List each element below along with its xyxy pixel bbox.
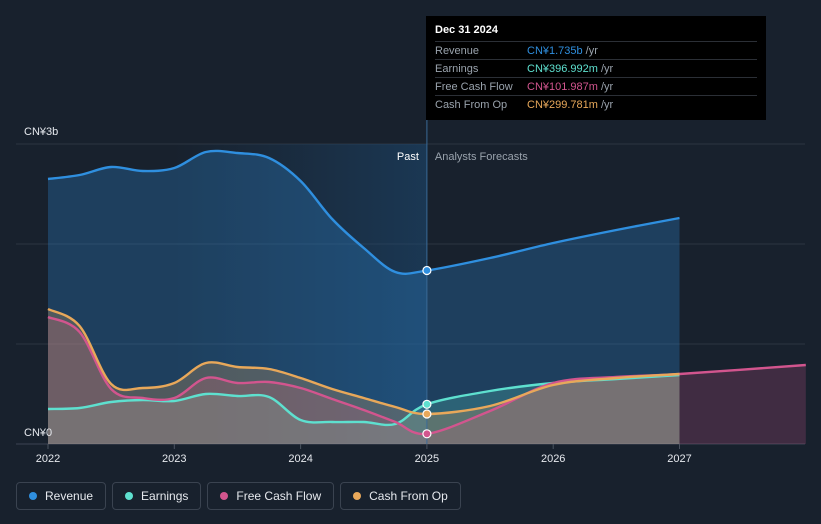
tooltip-panel: Dec 31 2024 Revenue CN¥1.735b/yr Earnings C… bbox=[426, 16, 766, 120]
earnings-marker bbox=[422, 399, 432, 409]
tooltip-row: Revenue CN¥1.735b/yr bbox=[435, 41, 757, 59]
x-tick-label: 2025 bbox=[415, 453, 439, 465]
x-tick-label: 2023 bbox=[162, 453, 186, 465]
series-areas bbox=[48, 150, 806, 444]
legend-item-free-cash-flow[interactable]: Free Cash Flow bbox=[207, 482, 335, 510]
x-tick-label: 2027 bbox=[667, 453, 691, 465]
tooltip-row-value: CN¥101.987m bbox=[527, 80, 598, 93]
tooltip-date: Dec 31 2024 bbox=[435, 24, 498, 36]
tooltip-row-name: Cash From Op bbox=[435, 98, 508, 111]
y-axis-top-label: CN¥3b bbox=[24, 126, 58, 138]
legend-dot-icon bbox=[125, 492, 134, 500]
forecast-region-label: Analysts Forecasts bbox=[435, 151, 528, 163]
x-tick-label: 2026 bbox=[541, 453, 565, 465]
legend: Revenue Earnings Free Cash Flow Cash From O… bbox=[16, 482, 461, 510]
legend-dot-icon bbox=[220, 492, 229, 500]
cash-from-op-area bbox=[48, 309, 680, 444]
series-lines bbox=[47, 149, 806, 436]
earnings-area bbox=[48, 375, 680, 444]
revenue-marker bbox=[422, 265, 432, 276]
free-cash-flow-marker bbox=[422, 429, 432, 439]
past-region-label: Past bbox=[397, 151, 419, 163]
legend-label: Revenue bbox=[45, 489, 94, 503]
legend-item-earnings[interactable]: Earnings bbox=[112, 482, 202, 510]
legend-label: Free Cash Flow bbox=[236, 489, 322, 503]
legend-dot-icon bbox=[353, 492, 362, 500]
legend-label: Cash From Op bbox=[369, 489, 448, 503]
tooltip-row-unit: /yr bbox=[600, 80, 614, 93]
y-axis-bottom-label: CN¥0 bbox=[24, 427, 52, 439]
tooltip-row-unit: /yr bbox=[585, 44, 598, 57]
cash-from-op-marker bbox=[422, 409, 432, 419]
x-tick-label: 2022 bbox=[36, 453, 60, 465]
tooltip-row-value: CN¥1.735b bbox=[527, 44, 583, 57]
earnings-line bbox=[47, 373, 680, 427]
legend-item-revenue[interactable]: Revenue bbox=[16, 482, 107, 510]
tooltip-row-name: Earnings bbox=[435, 62, 479, 75]
legend-dot-icon bbox=[29, 492, 37, 500]
free-cash-flow-line bbox=[47, 315, 806, 436]
tooltip-row: Free Cash Flow CN¥101.987m/yr bbox=[435, 77, 757, 95]
tooltip-row: Cash From Op CN¥299.781m/yr bbox=[435, 95, 757, 113]
cash-from-op-line bbox=[47, 307, 680, 416]
tooltip-rows: Revenue CN¥1.735b/yr Earnings CN¥396.992m/y… bbox=[435, 41, 757, 113]
series-markers bbox=[422, 265, 432, 439]
legend-label: Earnings bbox=[141, 489, 189, 503]
tooltip-row-name: Free Cash Flow bbox=[435, 80, 513, 93]
tooltip-row-value: CN¥396.992m bbox=[527, 62, 598, 75]
tooltip-row-name: Revenue bbox=[435, 44, 480, 57]
tooltip-row-unit: /yr bbox=[600, 62, 614, 75]
legend-item-cash-from-op[interactable]: Cash From Op bbox=[340, 482, 461, 510]
tooltip-row-unit: /yr bbox=[600, 98, 614, 111]
tooltip-row-value: CN¥299.781m bbox=[527, 98, 598, 111]
free-cash-flow-area bbox=[48, 317, 806, 444]
revenue-line bbox=[47, 149, 680, 275]
x-tick-label: 2024 bbox=[288, 453, 312, 465]
revenue-area bbox=[48, 150, 680, 444]
tooltip-row: Earnings CN¥396.992m/yr bbox=[435, 59, 757, 77]
x-axis-ticks: 2022 2023 2024 2025 2026 2027 bbox=[36, 444, 692, 465]
